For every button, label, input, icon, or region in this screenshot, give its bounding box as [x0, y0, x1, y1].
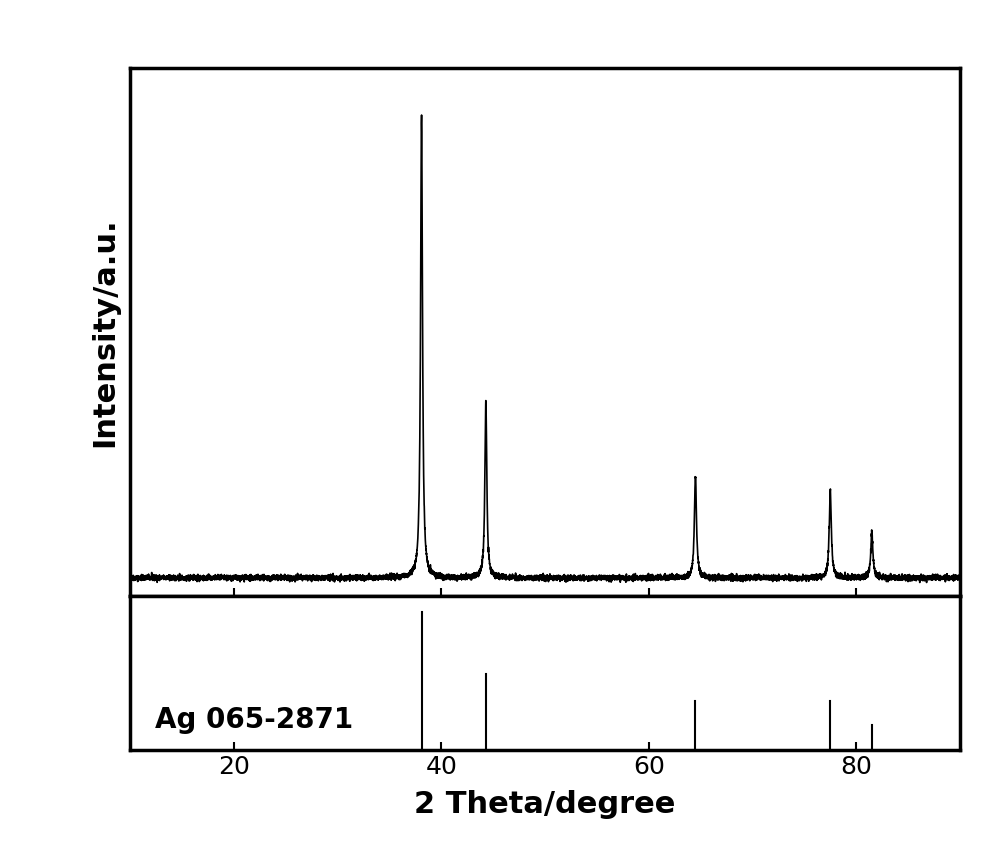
X-axis label: 2 Theta/degree: 2 Theta/degree [414, 790, 676, 819]
Text: Ag 065-2871: Ag 065-2871 [155, 706, 353, 734]
Y-axis label: Intensity/a.u.: Intensity/a.u. [90, 217, 119, 447]
